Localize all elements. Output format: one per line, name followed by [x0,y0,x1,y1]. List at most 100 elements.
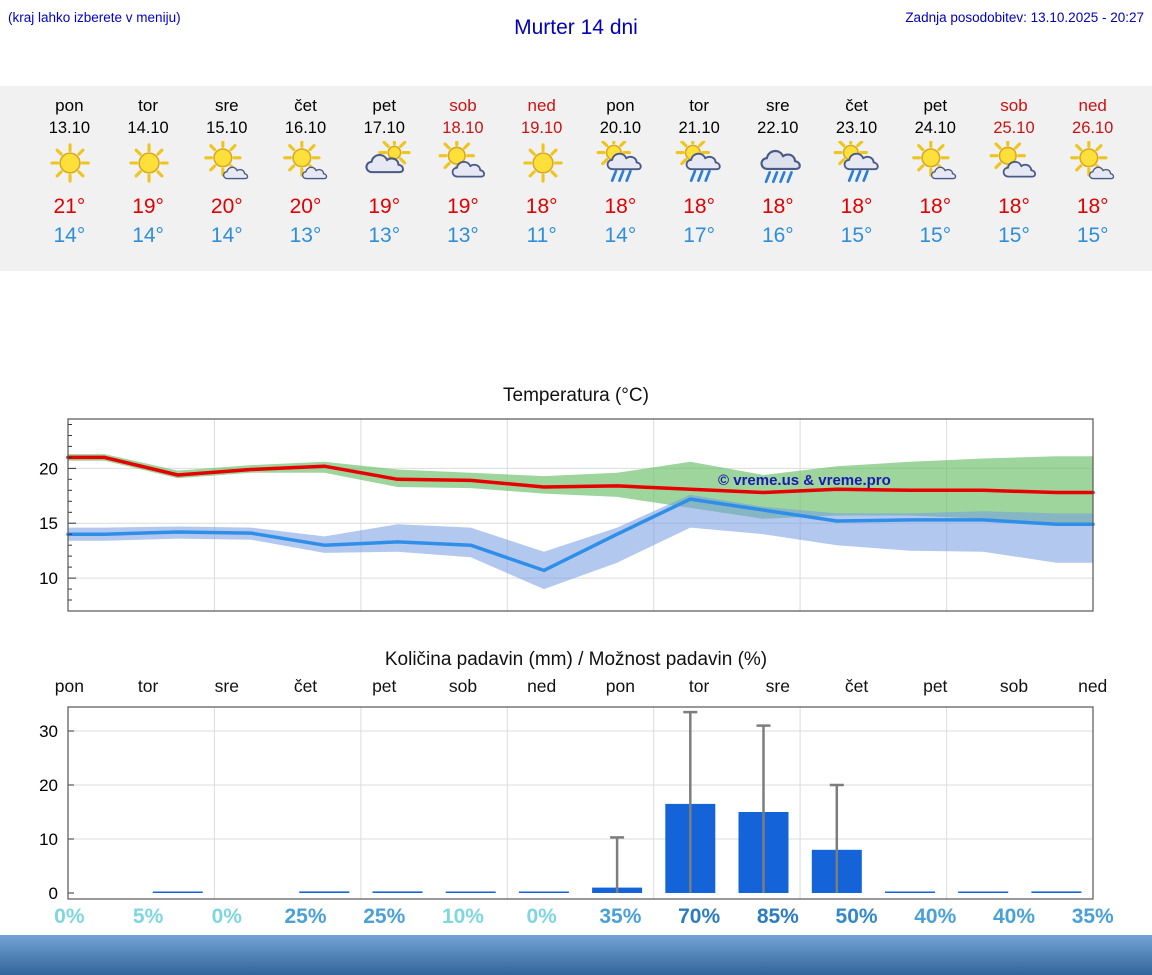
forecast-day-19.10[interactable]: ned 19.10 18° 11° [502,96,581,257]
forecast-day-20.10[interactable]: pon 20.10 18° 14° [581,96,660,257]
temperature-chart-title: Temperatura (°C) [503,385,649,406]
high-temp: 19° [447,195,479,218]
high-temp: 18° [1076,195,1109,218]
rain-icon [738,141,817,187]
day-date: 26.10 [1072,119,1114,137]
svg-text:15: 15 [39,514,58,533]
svg-text:10: 10 [39,830,58,849]
day-name: pet [372,96,397,115]
high-temp: 20° [210,195,243,218]
precip-day-label: pon [54,676,84,696]
day-date: 14.10 [127,119,169,137]
rain-sun-icon [817,141,896,187]
mostly-sunny-icon [896,141,975,187]
svg-text:© vreme.us & vreme.pro: © vreme.us & vreme.pro [718,472,891,489]
low-temp: 13° [447,224,479,247]
high-temp: 19° [368,195,401,218]
location-menu-note: (kraj lahko izberete v meniju) [8,10,181,25]
precip-probability: 25% [284,905,327,928]
forecast-day-18.10[interactable]: sob 18.10 19° 13° [424,96,503,257]
rain-sun-icon [660,141,739,187]
forecast-day-15.10[interactable]: sre 15.10 20° 14° [187,96,266,257]
precip-probability: 0% [54,905,85,928]
forecast-day-23.10[interactable]: čet 23.10 18° 15° [817,96,896,257]
forecast-day-21.10[interactable]: tor 21.10 18° 17° [660,96,739,257]
low-temp: 15° [840,224,873,247]
low-temp: 13° [368,224,401,247]
low-temp: 14° [53,224,86,247]
high-temp: 21° [53,195,86,218]
precip-day-label: čet [293,676,318,696]
forecast-day-24.10[interactable]: pet 24.10 18° 15° [896,96,975,257]
cloudy-icon [345,141,424,187]
forecast-day-22.10[interactable]: sre 22.10 18° 16° [738,96,817,257]
svg-text:20: 20 [39,776,58,795]
precip-probability: 40% [992,905,1035,928]
high-temp: 18° [761,195,794,218]
forecast-day-25.10[interactable]: sob 25.10 18° 15° [975,96,1054,257]
precip-probability: 35% [599,905,642,928]
precip-probability: 85% [756,905,799,928]
day-date: 18.10 [442,119,484,137]
low-temp: 15° [998,224,1030,247]
top-bar: (kraj lahko izberete v meniju) Murter 14… [0,0,1152,50]
sunny-icon [109,141,188,187]
low-temp: 13° [289,224,322,247]
day-name: sob [1000,96,1028,115]
svg-text:0: 0 [49,884,58,903]
precip-day-label: sre [765,676,790,696]
day-name: čet [294,96,317,115]
day-date: 19.10 [521,119,563,137]
precip-probability: 50% [835,905,878,928]
precip-day-label: pet [372,676,397,696]
precip-day-label: ned [1078,676,1108,696]
precip-day-label: čet [844,676,869,696]
high-temp: 18° [998,195,1030,218]
high-temp: 19° [132,195,164,218]
precip-probability: 0% [211,905,242,928]
day-name: tor [689,96,710,115]
precipitation-probability-row: 0% 5% 0% 25% 25% 10% 0% 35% 70% 85% 50% 40% 40% 35% [0,905,1152,935]
day-name: tor [138,96,158,115]
precip-probability: 5% [132,905,164,928]
mostly-sunny-icon [1053,141,1132,187]
high-temp: 20° [289,195,322,218]
precip-probability: 10% [441,905,484,928]
day-name: pet [923,96,948,115]
forecast-day-16.10[interactable]: čet 16.10 20° 13° [266,96,345,257]
day-date: 23.10 [835,119,878,137]
mostly-sunny-icon [266,141,345,187]
forecast-day-17.10[interactable]: pet 17.10 19° 13° [345,96,424,257]
forecast-day-13.10[interactable]: pon 13.10 21° 14° [30,96,109,257]
day-name: sre [214,96,239,115]
high-temp: 18° [683,195,715,218]
high-temp: 18° [525,195,558,218]
precip-day-label: tor [688,676,710,696]
precip-probability: 35% [1071,905,1114,928]
day-date: 24.10 [914,119,956,137]
temperature-chart: © vreme.us & vreme.pro 10 15 20 [28,409,1152,621]
precipitation-chart: 0 10 20 30 [28,699,1152,905]
partly-cloudy-icon [424,141,503,187]
mostly-sunny-icon [187,141,266,187]
low-temp: 14° [132,224,164,247]
day-name: ned [1078,96,1107,115]
day-name: pon [606,96,635,115]
precipitation-chart-title: Količina padavin (mm) / Možnost padavin … [384,649,768,670]
day-date: 13.10 [48,119,90,137]
forecast-day-14.10[interactable]: tor 14.10 19° 14° [109,96,188,257]
low-temp: 15° [919,224,952,247]
forecast-day-26.10[interactable]: ned 26.10 18° 15° [1053,96,1132,257]
footer-bar [0,935,1152,975]
high-temp: 18° [604,195,637,218]
precip-day-label: pet [923,676,948,696]
precip-probability: 40% [914,905,957,928]
day-date: 20.10 [599,119,642,137]
precip-day-label: sre [214,676,239,696]
page-title: Murter 14 dni [514,16,638,39]
day-date: 16.10 [284,119,327,137]
low-temp: 17° [683,224,715,247]
svg-text:30: 30 [39,722,58,741]
precip-day-label: sob [999,676,1029,696]
